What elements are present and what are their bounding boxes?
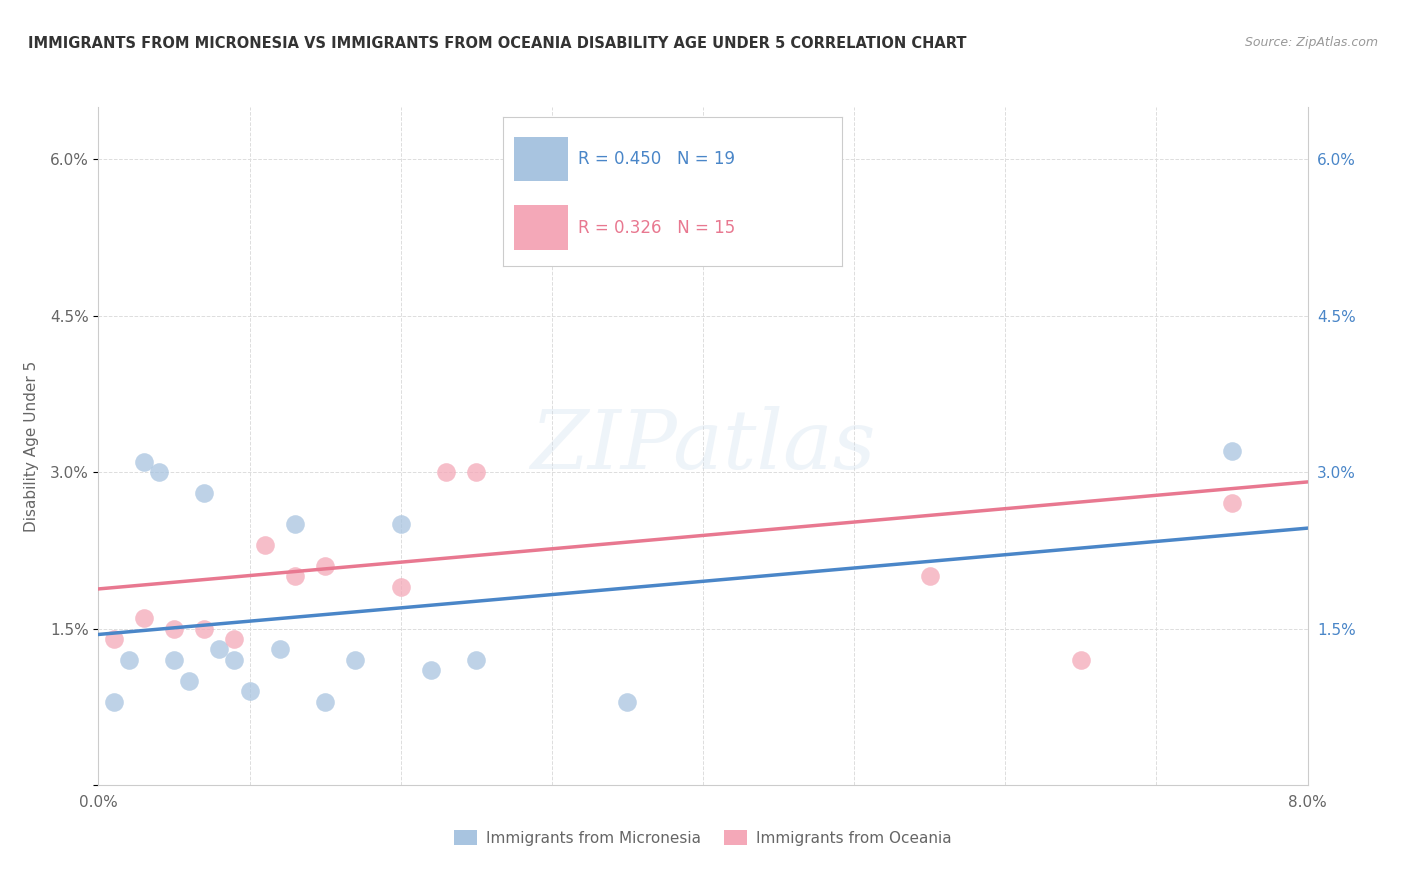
Text: IMMIGRANTS FROM MICRONESIA VS IMMIGRANTS FROM OCEANIA DISABILITY AGE UNDER 5 COR: IMMIGRANTS FROM MICRONESIA VS IMMIGRANTS… <box>28 36 966 51</box>
Point <box>420 663 443 677</box>
Point <box>163 622 186 636</box>
Point <box>208 642 231 657</box>
Point <box>389 517 412 532</box>
Point <box>269 642 291 657</box>
Point <box>1220 444 1243 458</box>
Point <box>239 684 262 698</box>
Point <box>103 632 125 646</box>
Point <box>692 225 714 239</box>
Y-axis label: Disability Age Under 5: Disability Age Under 5 <box>24 360 39 532</box>
Point <box>284 569 307 583</box>
Point <box>148 465 170 479</box>
Point <box>179 673 201 688</box>
Point <box>103 694 125 708</box>
Point <box>465 653 488 667</box>
Point <box>224 632 246 646</box>
Point <box>163 653 186 667</box>
Point <box>918 569 941 583</box>
Point <box>193 622 215 636</box>
Legend: Immigrants from Micronesia, Immigrants from Oceania: Immigrants from Micronesia, Immigrants f… <box>449 823 957 852</box>
Point <box>344 653 367 667</box>
Text: Source: ZipAtlas.com: Source: ZipAtlas.com <box>1244 36 1378 49</box>
Point <box>314 558 336 573</box>
Point <box>224 653 246 667</box>
Point <box>284 517 307 532</box>
Point <box>253 538 276 552</box>
Point <box>389 580 412 594</box>
Point <box>314 694 336 708</box>
Point <box>132 455 155 469</box>
Point <box>616 694 638 708</box>
Point <box>132 611 155 625</box>
Point <box>1070 653 1092 667</box>
Point <box>465 465 488 479</box>
Point <box>1220 496 1243 510</box>
Point <box>193 486 215 500</box>
Point <box>434 465 457 479</box>
Point <box>118 653 141 667</box>
Text: ZIPatlas: ZIPatlas <box>530 406 876 486</box>
